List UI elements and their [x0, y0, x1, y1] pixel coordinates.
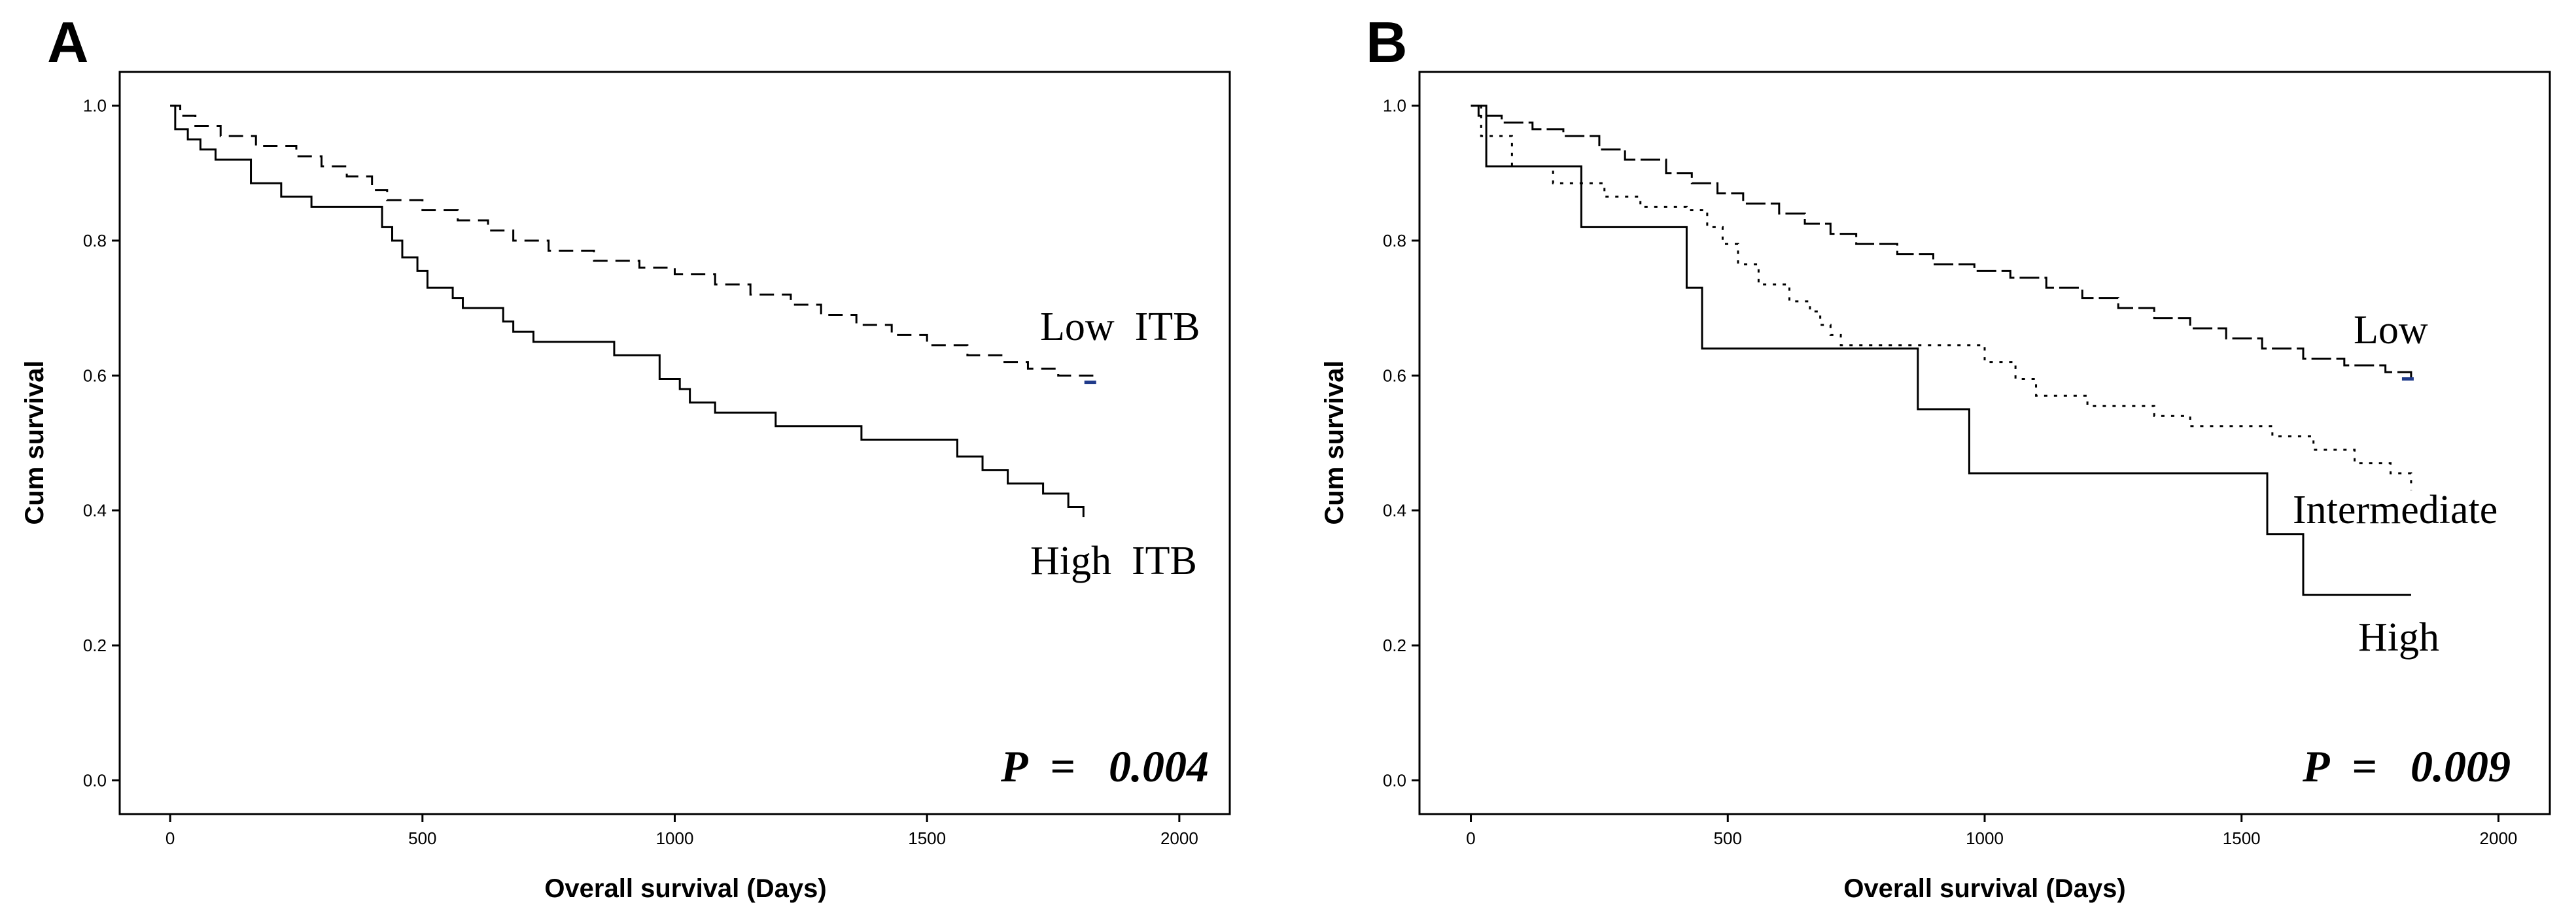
p-label: P: [1000, 741, 1028, 791]
p-label: P: [2302, 741, 2330, 791]
y-tick-label: 0.8: [83, 231, 107, 250]
y-axis: 0.0 0.2 0.4 0.6 0.8 1.0: [83, 96, 120, 790]
series-label-high: High: [2358, 615, 2439, 660]
panel-a-letter: A: [47, 10, 89, 75]
y-axis-label: Cum survival: [1320, 360, 1349, 524]
x-tick-label: 0: [1466, 828, 1475, 848]
x-axis: 0 500 1000 1500 2000: [1466, 814, 2517, 848]
survival-curve-low-itb: [170, 105, 1095, 383]
y-tick-label: 0.0: [1383, 770, 1406, 790]
panel-b: B 0.0 0.2 0.4 0.6 0.8 1.0 0 500 1000 1500 2000 Ov…: [1320, 10, 2551, 903]
survival-curve-high-itb: [170, 105, 1085, 517]
y-tick-label: 0.6: [83, 366, 107, 385]
plot-frame: [118, 71, 1231, 815]
p-equals: =: [2352, 741, 2377, 791]
p-equals: =: [1050, 741, 1075, 791]
x-tick-label: 1000: [656, 828, 694, 848]
y-axis-label: Cum survival: [20, 360, 49, 524]
panel-a: A 0.0 0.2 0.4 0.6 0.8 1.0 0 500 1000 1500 2000 Ov…: [20, 10, 1231, 903]
curves: [1471, 105, 2414, 596]
series-label-low: Low: [2354, 308, 2428, 352]
x-tick-label: 500: [408, 828, 436, 848]
y-tick-label: 0.0: [83, 770, 107, 790]
y-tick-label: 0.4: [83, 501, 107, 520]
series-label-intermediate: Intermediate: [2293, 488, 2498, 532]
survival-curve-low: [1471, 105, 2412, 379]
y-tick-label: 0.2: [83, 636, 107, 655]
series-label-high-itb: High ITB: [1030, 539, 1197, 583]
x-axis: 0 500 1000 1500 2000: [165, 814, 1198, 848]
x-axis-label: Overall survival (Days): [544, 874, 826, 903]
x-tick-label: 1500: [908, 828, 946, 848]
x-axis-label: Overall survival (Days): [1843, 874, 2125, 903]
x-tick-label: 1500: [2223, 828, 2261, 848]
survival-curve-intermediate: [1471, 105, 2412, 490]
y-tick-label: 0.2: [1383, 636, 1406, 655]
curves: [170, 105, 1096, 517]
x-tick-label: 1000: [1966, 828, 2004, 848]
x-tick-label: 2000: [1160, 828, 1198, 848]
y-tick-label: 0.6: [1383, 366, 1406, 385]
panel-b-letter: B: [1366, 10, 1408, 75]
y-tick-label: 1.0: [83, 96, 107, 116]
p-value-annotation: P = 0.009: [2302, 741, 2511, 791]
y-axis: 0.0 0.2 0.4 0.6 0.8 1.0: [1383, 96, 1419, 790]
survival-curve-high: [1471, 105, 2411, 596]
p-value-annotation: P = 0.004: [1000, 741, 1209, 791]
plot-frame: [1418, 71, 2551, 815]
y-tick-label: 0.8: [1383, 231, 1406, 250]
series-label-low-itb: Low ITB: [1040, 305, 1200, 349]
y-tick-label: 1.0: [1383, 96, 1406, 116]
p-value: 0.004: [1109, 741, 1209, 791]
y-tick-label: 0.4: [1383, 501, 1406, 520]
x-tick-label: 0: [165, 828, 175, 848]
x-tick-label: 500: [1714, 828, 1742, 848]
x-tick-label: 2000: [2480, 828, 2518, 848]
p-value: 0.009: [2411, 741, 2511, 791]
